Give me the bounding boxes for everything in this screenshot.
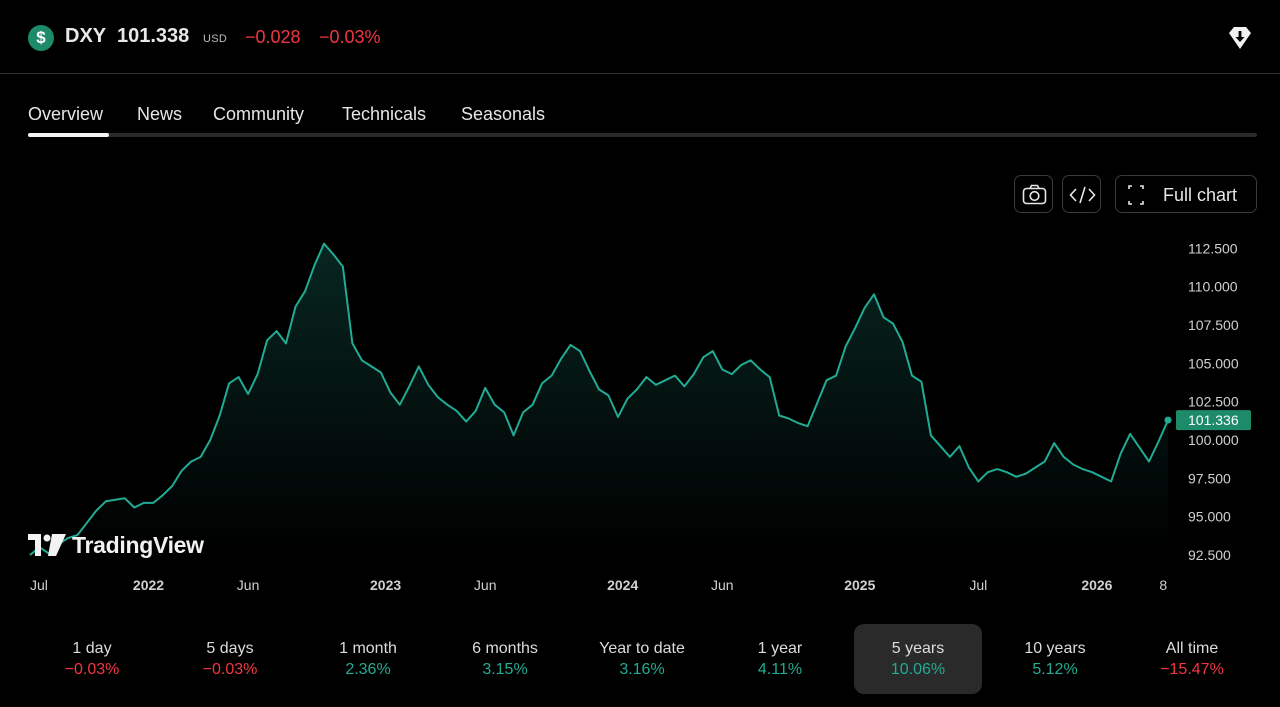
price-line xyxy=(29,242,1169,556)
full-chart-button[interactable]: Full chart xyxy=(1115,175,1257,213)
x-tick-label: Jun xyxy=(237,577,260,593)
x-tick-label: 8 xyxy=(1159,577,1167,593)
tab-overview[interactable]: Overview xyxy=(28,104,104,124)
tab-community[interactable]: Community xyxy=(213,104,305,124)
timeframe-5-years[interactable]: 5 years 10.06% xyxy=(854,624,982,694)
price-chart[interactable]: 112.500 110.000 107.500 105.000 102.500 100.0… xyxy=(0,225,1280,600)
timeframe-10-years[interactable]: 10 years 5.12% xyxy=(991,624,1119,694)
camera-icon xyxy=(1022,184,1047,205)
tab-bar: Overview News Community Technicals Seaso… xyxy=(28,104,1257,138)
y-tick-label: 110.000 xyxy=(1188,279,1238,295)
timeframe-label: 5 years xyxy=(891,640,945,657)
x-tick-label: Jun xyxy=(711,577,734,593)
tab-seasonals[interactable]: Seasonals xyxy=(461,104,546,124)
timeframe-1-year[interactable]: 1 year 4.11% xyxy=(716,624,844,694)
tradingview-wordmark: TradingView xyxy=(72,532,204,558)
code-icon xyxy=(1069,186,1096,204)
tab-news[interactable]: News xyxy=(137,104,183,124)
currency-label: USD xyxy=(203,33,228,45)
timeframe-change: 4.11% xyxy=(757,661,803,678)
time-axis[interactable]: Jul 2022 Jun 2023 Jun 2024 Jun 2025 Jul 2026 8 xyxy=(30,577,1167,593)
y-tick-label: 97.500 xyxy=(1188,470,1231,486)
timeframe-label: 10 years xyxy=(1024,640,1086,657)
timeframe-label: 5 days xyxy=(206,640,254,657)
timeframe-all-time[interactable]: All time −15.47% xyxy=(1128,624,1256,694)
timeframe-label: 1 year xyxy=(757,640,803,657)
dollar-sign-icon: $ xyxy=(28,25,54,51)
price-line-layer xyxy=(29,242,1172,556)
timeframe-change: −0.03% xyxy=(64,661,120,678)
price-change-percent: −0.03% xyxy=(319,27,381,47)
x-tick-label: 2024 xyxy=(607,577,638,593)
price-change: −0.028 xyxy=(245,27,301,47)
timeframe-1-month[interactable]: 1 month 2.36% xyxy=(304,624,432,694)
x-tick-label: Jun xyxy=(474,577,497,593)
embed-button[interactable] xyxy=(1062,175,1101,213)
timeframe-change: −15.47% xyxy=(1160,661,1224,678)
symbol-price: 101.338 xyxy=(117,25,190,47)
timeframe-label: 1 month xyxy=(339,640,397,657)
tab-technicals[interactable]: Technicals xyxy=(342,104,427,124)
symbol-ticker[interactable]: DXY xyxy=(65,25,107,47)
symbol-header: $ DXY 101.338 USD −0.028 −0.03% xyxy=(0,0,1280,74)
expand-icon xyxy=(1128,185,1144,205)
timeframe-1-day[interactable]: 1 day −0.03% xyxy=(28,624,156,694)
y-tick-label: 95.000 xyxy=(1188,509,1231,525)
timeframe-label: Year to date xyxy=(599,640,685,657)
timeframe-change: 2.36% xyxy=(345,661,391,678)
last-price-tag-label: 101.336 xyxy=(1188,412,1239,428)
timeframe-change: 5.12% xyxy=(1032,661,1078,678)
price-axis[interactable]: 112.500 110.000 107.500 105.000 102.500 100.0… xyxy=(1188,240,1239,563)
timeframe-change: −0.03% xyxy=(202,661,258,678)
y-tick-label: 107.500 xyxy=(1188,317,1239,333)
last-price-tag-bg xyxy=(1176,410,1251,431)
x-tick-label: 2022 xyxy=(133,577,164,593)
timeframe-change: 3.16% xyxy=(619,661,665,678)
timeframe-change: 10.06% xyxy=(890,661,946,678)
timeframe-change: 3.15% xyxy=(482,661,528,678)
timeframe-label: All time xyxy=(1165,640,1219,657)
active-tab-indicator xyxy=(28,133,109,137)
timeframe-year-to-date[interactable]: Year to date 3.16% xyxy=(578,624,706,694)
timeframe-6-months[interactable]: 6 months 3.15% xyxy=(441,624,569,694)
last-price-marker xyxy=(1164,416,1172,424)
timeframe-label: 6 months xyxy=(472,640,538,657)
timeframe-label: 1 day xyxy=(72,640,112,657)
tab-track xyxy=(28,133,1257,137)
timeframe-5-days[interactable]: 5 days −0.03% xyxy=(166,624,294,694)
x-tick-label: 2023 xyxy=(370,577,401,593)
y-tick-label: 92.500 xyxy=(1188,547,1231,563)
x-tick-label: 2025 xyxy=(844,577,875,593)
area-fill-layer xyxy=(30,243,1168,555)
last-price-tag: 101.336 xyxy=(1176,410,1251,431)
snapshot-button[interactable] xyxy=(1014,175,1053,213)
x-tick-label: Jul xyxy=(30,577,48,593)
x-tick-label: 2026 xyxy=(1081,577,1112,593)
x-tick-label: Jul xyxy=(969,577,987,593)
y-tick-label: 105.000 xyxy=(1188,355,1239,371)
full-chart-label: Full chart xyxy=(1163,185,1238,205)
add-alert-icon[interactable] xyxy=(1226,24,1254,52)
y-tick-label: 100.000 xyxy=(1188,432,1239,448)
chart-canvas[interactable]: 112.500 110.000 107.500 105.000 102.500 100.0… xyxy=(0,225,1280,600)
tradingview-logo-icon xyxy=(28,534,66,556)
y-tick-label: 102.500 xyxy=(1188,394,1239,410)
price-area xyxy=(30,243,1168,555)
y-tick-label: 112.500 xyxy=(1188,240,1238,256)
